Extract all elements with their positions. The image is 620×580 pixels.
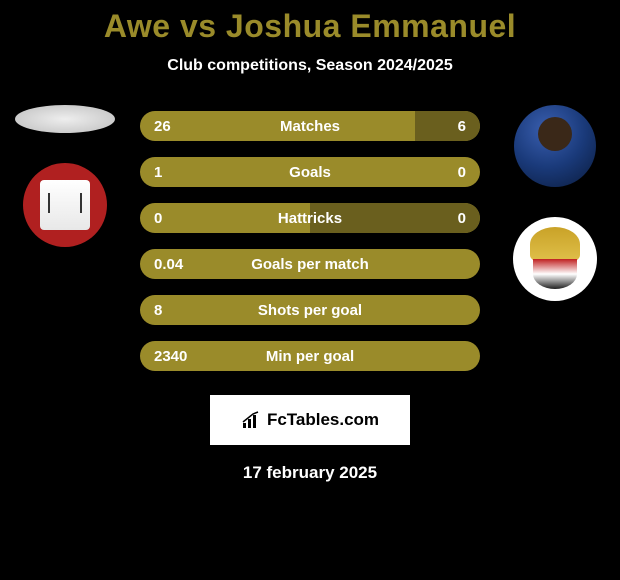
- stat-right-value: 0: [426, 210, 466, 227]
- stat-label: Goals per match: [194, 256, 426, 273]
- stat-right-value: 0: [426, 164, 466, 181]
- season-subtitle: Club competitions, Season 2024/2025: [0, 57, 620, 75]
- stat-label: Shots per goal: [194, 302, 426, 319]
- player1-avatar: [15, 105, 115, 133]
- brand-badge: FcTables.com: [210, 395, 410, 445]
- stat-row: 26Matches6: [140, 111, 480, 141]
- stat-label: Matches: [194, 118, 426, 135]
- comparison-title: Awe vs Joshua Emmanuel: [0, 0, 620, 45]
- player2-avatar: [514, 105, 596, 187]
- stat-row: 2340Min per goal: [140, 341, 480, 371]
- stat-row: 1Goals0: [140, 157, 480, 187]
- stat-row: 8Shots per goal: [140, 295, 480, 325]
- snapshot-date: 17 february 2025: [0, 463, 620, 483]
- stat-left-value: 1: [154, 164, 194, 181]
- stat-bars: 26Matches61Goals00Hattricks00.04Goals pe…: [140, 105, 480, 371]
- right-player-column: [500, 105, 610, 301]
- fctables-logo-icon: [241, 410, 261, 430]
- stat-right-value: 6: [426, 118, 466, 135]
- stat-left-value: 0.04: [154, 256, 194, 273]
- stat-left-value: 26: [154, 118, 194, 135]
- stat-row: 0Hattricks0: [140, 203, 480, 233]
- stat-label: Min per goal: [194, 348, 426, 365]
- brand-text: FcTables.com: [267, 410, 379, 430]
- player2-club-badge: [513, 217, 597, 301]
- left-player-column: [10, 105, 120, 247]
- stat-row: 0.04Goals per match: [140, 249, 480, 279]
- stat-left-value: 2340: [154, 348, 194, 365]
- stat-label: Goals: [194, 164, 426, 181]
- stat-left-value: 8: [154, 302, 194, 319]
- stat-label: Hattricks: [194, 210, 426, 227]
- player1-club-badge: [23, 163, 107, 247]
- stat-left-value: 0: [154, 210, 194, 227]
- comparison-content: 26Matches61Goals00Hattricks00.04Goals pe…: [0, 105, 620, 371]
